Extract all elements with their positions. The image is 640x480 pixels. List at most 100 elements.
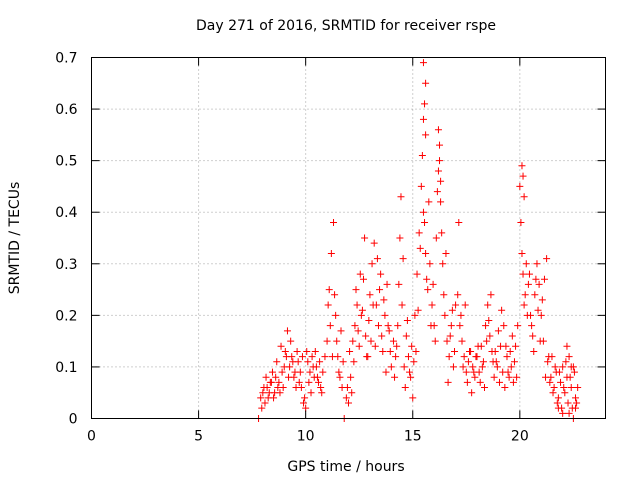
data-point bbox=[273, 358, 281, 366]
data-point bbox=[489, 358, 497, 366]
data-point bbox=[421, 100, 429, 108]
data-point bbox=[362, 332, 370, 340]
data-point bbox=[423, 275, 431, 283]
data-point bbox=[549, 389, 557, 397]
data-point bbox=[414, 306, 422, 314]
data-point bbox=[283, 327, 291, 335]
data-point bbox=[482, 322, 490, 330]
data-point bbox=[351, 322, 359, 330]
data-point bbox=[271, 389, 279, 397]
data-point bbox=[393, 342, 401, 350]
data-point bbox=[378, 332, 386, 340]
data-point bbox=[428, 301, 436, 309]
data-point bbox=[516, 182, 524, 190]
data-point bbox=[532, 275, 540, 283]
y-tick-label: 0.3 bbox=[55, 257, 77, 273]
data-point bbox=[379, 347, 387, 355]
x-tick-label: 0 bbox=[87, 429, 96, 445]
data-point bbox=[491, 347, 499, 355]
data-point bbox=[432, 234, 440, 242]
data-point bbox=[406, 368, 414, 376]
data-point bbox=[258, 404, 266, 412]
data-point bbox=[554, 404, 562, 412]
data-point bbox=[425, 198, 433, 206]
data-point bbox=[358, 306, 366, 314]
data-point bbox=[567, 363, 575, 371]
data-point bbox=[287, 337, 295, 345]
data-point bbox=[361, 234, 369, 242]
data-point bbox=[463, 378, 471, 386]
data-point bbox=[350, 358, 358, 366]
data-point bbox=[422, 79, 430, 87]
data-point bbox=[444, 378, 452, 386]
data-point bbox=[345, 399, 352, 407]
data-point bbox=[485, 317, 493, 325]
data-point bbox=[509, 378, 517, 386]
data-point bbox=[480, 384, 488, 392]
data-point bbox=[353, 301, 361, 309]
data-point bbox=[259, 389, 267, 397]
data-point bbox=[366, 291, 374, 299]
data-point bbox=[525, 270, 533, 278]
y-tick-label: 0.2 bbox=[55, 308, 77, 324]
data-point bbox=[540, 275, 548, 283]
data-point bbox=[439, 260, 447, 268]
data-point bbox=[572, 394, 580, 402]
data-point bbox=[298, 353, 306, 361]
data-point bbox=[380, 296, 388, 304]
data-point bbox=[506, 347, 514, 355]
data-point bbox=[505, 373, 513, 381]
data-point bbox=[415, 229, 423, 237]
data-point bbox=[325, 286, 333, 294]
data-point bbox=[476, 378, 484, 386]
y-tick-label: 0 bbox=[69, 412, 78, 428]
data-point bbox=[434, 126, 442, 134]
data-point bbox=[327, 249, 335, 257]
axis-ticks bbox=[91, 57, 606, 419]
y-tick-labels: 0 0.1 0.2 0.3 0.4 0.5 0.6 0.7 bbox=[55, 51, 77, 428]
data-point bbox=[387, 363, 395, 371]
data-point bbox=[431, 337, 439, 345]
data-point bbox=[442, 249, 450, 257]
data-point bbox=[296, 368, 304, 376]
data-point bbox=[278, 368, 286, 376]
data-point bbox=[510, 358, 518, 366]
data-point bbox=[512, 342, 520, 350]
x-tick-label: 20 bbox=[511, 429, 529, 445]
data-point bbox=[440, 291, 448, 299]
data-point bbox=[451, 347, 459, 355]
data-point bbox=[260, 384, 268, 392]
data-point bbox=[559, 363, 567, 371]
data-point bbox=[332, 311, 340, 319]
data-point bbox=[316, 358, 324, 366]
data-point bbox=[483, 337, 491, 345]
data-point bbox=[355, 342, 363, 350]
data-point bbox=[559, 409, 567, 417]
data-point bbox=[567, 384, 575, 392]
data-point bbox=[404, 353, 412, 361]
data-point bbox=[373, 255, 381, 263]
data-point bbox=[407, 373, 415, 381]
data-point bbox=[427, 322, 435, 330]
data-point bbox=[546, 378, 554, 386]
data-point bbox=[411, 311, 419, 319]
data-point bbox=[311, 347, 319, 355]
data-point bbox=[470, 368, 478, 376]
data-point bbox=[349, 337, 357, 345]
data-point bbox=[523, 311, 531, 319]
data-point bbox=[574, 384, 582, 392]
data-point bbox=[319, 368, 327, 376]
data-point bbox=[374, 322, 382, 330]
data-point bbox=[462, 368, 470, 376]
data-point bbox=[395, 280, 403, 288]
x-tick-labels: 0 5 10 15 20 bbox=[87, 429, 529, 445]
data-point bbox=[570, 368, 578, 376]
data-point bbox=[573, 399, 581, 407]
data-point bbox=[524, 280, 532, 288]
data-point bbox=[368, 260, 376, 268]
data-point bbox=[536, 337, 544, 345]
data-point bbox=[377, 270, 385, 278]
data-point bbox=[323, 337, 331, 345]
data-point bbox=[294, 358, 302, 366]
data-point bbox=[381, 311, 389, 319]
